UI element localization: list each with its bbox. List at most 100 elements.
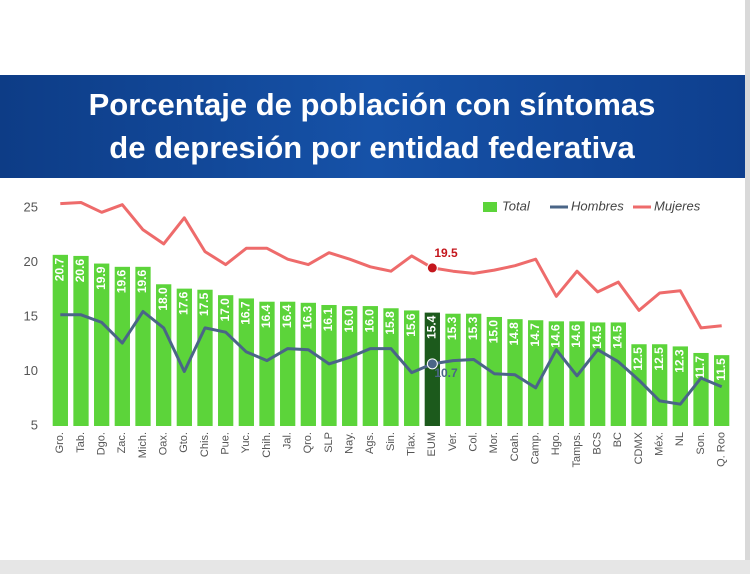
bar <box>714 355 730 426</box>
x-tick-label: Yuc. <box>240 432 252 453</box>
bar <box>590 322 606 426</box>
bar <box>610 322 626 426</box>
line <box>60 310 723 406</box>
bar <box>321 304 337 426</box>
bar-value-label: 20.7 <box>53 258 67 282</box>
legend-label: Hombres <box>571 198 624 213</box>
y-tick-label: 25 <box>24 199 38 214</box>
legend-label: Mujeres <box>654 198 701 213</box>
bar-value-label: 16.4 <box>259 304 273 328</box>
title-banner <box>0 75 745 178</box>
bar <box>176 288 192 426</box>
bar <box>238 298 254 426</box>
x-tick-label: Dgo. <box>96 432 108 455</box>
x-tick-label: Tamps. <box>571 432 583 467</box>
bar <box>445 313 461 426</box>
bar-value-label: 19.6 <box>135 270 149 294</box>
x-tick-label: Mor. <box>488 432 500 453</box>
x-tick-label: Qro. <box>302 432 314 453</box>
bar-value-label: 17.6 <box>177 291 191 315</box>
bar <box>259 301 275 426</box>
bar-value-label: 19.6 <box>115 270 129 294</box>
x-tick-label: Nay. <box>344 432 356 454</box>
bar <box>672 346 688 426</box>
legend-swatch <box>483 202 497 212</box>
point-marker <box>426 358 438 370</box>
x-tick-label: Mich. <box>137 432 149 458</box>
bar-value-label: 17.5 <box>197 292 211 316</box>
bar <box>218 295 234 426</box>
x-tick-label: Son. <box>695 432 707 455</box>
x-tick-label: Zac. <box>116 432 128 453</box>
x-tick-label: Ver. <box>447 432 459 451</box>
bar-value-label: 14.5 <box>590 325 604 349</box>
bar <box>362 306 378 426</box>
bar-value-label: 17.0 <box>218 298 232 322</box>
bar-value-label: 16.1 <box>321 308 335 332</box>
bar-value-label: 14.6 <box>549 324 563 348</box>
x-tick-label: Chis. <box>199 432 211 457</box>
bottom-border <box>0 560 750 574</box>
bar <box>135 266 151 426</box>
bar <box>52 254 68 426</box>
bar <box>342 306 358 426</box>
point-label: 19.5 <box>434 246 458 260</box>
bar <box>528 320 544 426</box>
bar-value-label: 12.5 <box>652 347 666 371</box>
bar <box>404 310 420 426</box>
bar-value-label: 15.3 <box>445 316 459 340</box>
y-tick-label: 5 <box>31 417 38 432</box>
bar <box>548 321 564 426</box>
y-tick-label: 15 <box>24 308 38 323</box>
bar-value-label: 16.0 <box>342 309 356 333</box>
x-tick-label: EUM <box>426 432 438 456</box>
x-tick-label: BC <box>612 432 624 447</box>
bar-value-label: 15.6 <box>404 313 418 337</box>
x-tick-label: Gro. <box>54 432 66 453</box>
point-marker <box>426 262 438 274</box>
point-label: 10.7 <box>434 366 458 380</box>
x-tick-label: Hgo. <box>550 432 562 455</box>
bar-value-label: 16.0 <box>363 309 377 333</box>
x-tick-label: Méx. <box>654 432 666 456</box>
chart-title: de depresión por entidad federativa <box>109 130 635 165</box>
bar-value-label: 12.3 <box>673 349 687 373</box>
bar-value-label: 15.8 <box>383 311 397 335</box>
bar <box>197 289 213 426</box>
x-tick-label: Gto. <box>178 432 190 453</box>
x-tick-label: NL <box>674 432 686 446</box>
bar <box>466 313 482 426</box>
bar <box>73 255 89 426</box>
bar-value-label: 16.7 <box>239 301 253 325</box>
bar <box>280 301 296 426</box>
bar-value-label: 12.5 <box>631 347 645 371</box>
bar-value-label: 20.6 <box>73 259 87 283</box>
bar-value-label: 15.4 <box>425 315 439 339</box>
bar <box>383 308 399 426</box>
bar <box>507 319 523 426</box>
x-tick-label: BCS <box>592 432 604 455</box>
bar-value-label: 11.5 <box>714 358 728 381</box>
bar-value-label: 16.3 <box>301 305 315 329</box>
chart-title: Porcentaje de población con síntomas <box>89 87 656 122</box>
bar <box>114 266 130 426</box>
bar <box>156 284 172 426</box>
x-tick-label: Chih. <box>261 432 273 458</box>
x-tick-label: CDMX <box>633 431 645 464</box>
bar <box>631 344 647 426</box>
right-border <box>745 0 750 574</box>
x-tick-label: Sin. <box>385 432 397 451</box>
bar <box>94 263 110 426</box>
bar-value-label: 19.9 <box>94 266 108 290</box>
bar-value-label: 14.5 <box>611 325 625 349</box>
x-tick-label: Jal. <box>282 432 294 449</box>
bar-value-label: 11.7 <box>693 356 707 379</box>
bar <box>652 344 668 426</box>
x-tick-label: Tlax. <box>406 432 418 456</box>
bar-value-label: 14.6 <box>569 324 583 348</box>
bar-value-label: 16.4 <box>280 304 294 328</box>
x-tick-label: SLP <box>323 432 335 453</box>
bar-value-label: 18.0 <box>156 287 170 311</box>
